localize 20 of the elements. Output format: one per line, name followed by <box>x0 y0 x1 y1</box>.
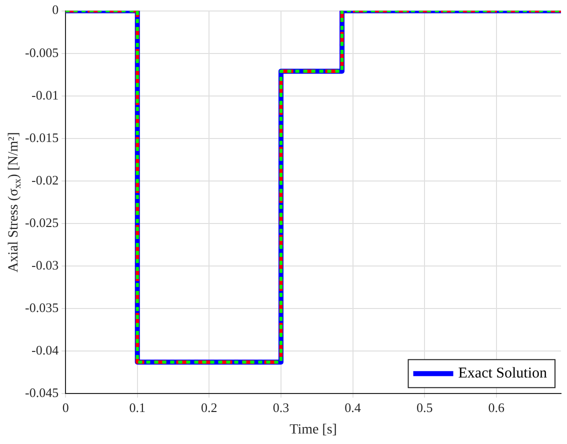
x-tick-label: 0.5 <box>416 400 433 415</box>
x-tick-label: 0 <box>62 400 69 415</box>
x-tick-label: 0.2 <box>201 400 218 415</box>
y-axis-title: Axial Stress (σxx) [N/m²] <box>6 132 24 272</box>
y-tick-label: -0.005 <box>24 44 59 60</box>
y-tick-label: -0.04 <box>31 342 60 358</box>
x-tick-label: 0.1 <box>129 400 146 415</box>
x-axis-title: Time [s] <box>290 422 337 438</box>
x-tick-label: 0.3 <box>272 400 290 415</box>
y-tick-label: 0 <box>52 2 59 18</box>
y-tick-label: -0.045 <box>24 385 59 400</box>
y-tick-label: -0.01 <box>31 87 59 102</box>
y-tick-label: -0.015 <box>24 130 59 145</box>
legend-label: Exact Solution <box>458 366 548 382</box>
y-tick-label: -0.035 <box>24 300 59 315</box>
y-tick-label: -0.03 <box>31 257 59 272</box>
x-tick-label: 0.4 <box>344 400 362 415</box>
x-tick-label: 0.6 <box>488 400 506 415</box>
y-tick-label: -0.025 <box>24 214 59 230</box>
y-tick-label: -0.02 <box>31 172 59 188</box>
